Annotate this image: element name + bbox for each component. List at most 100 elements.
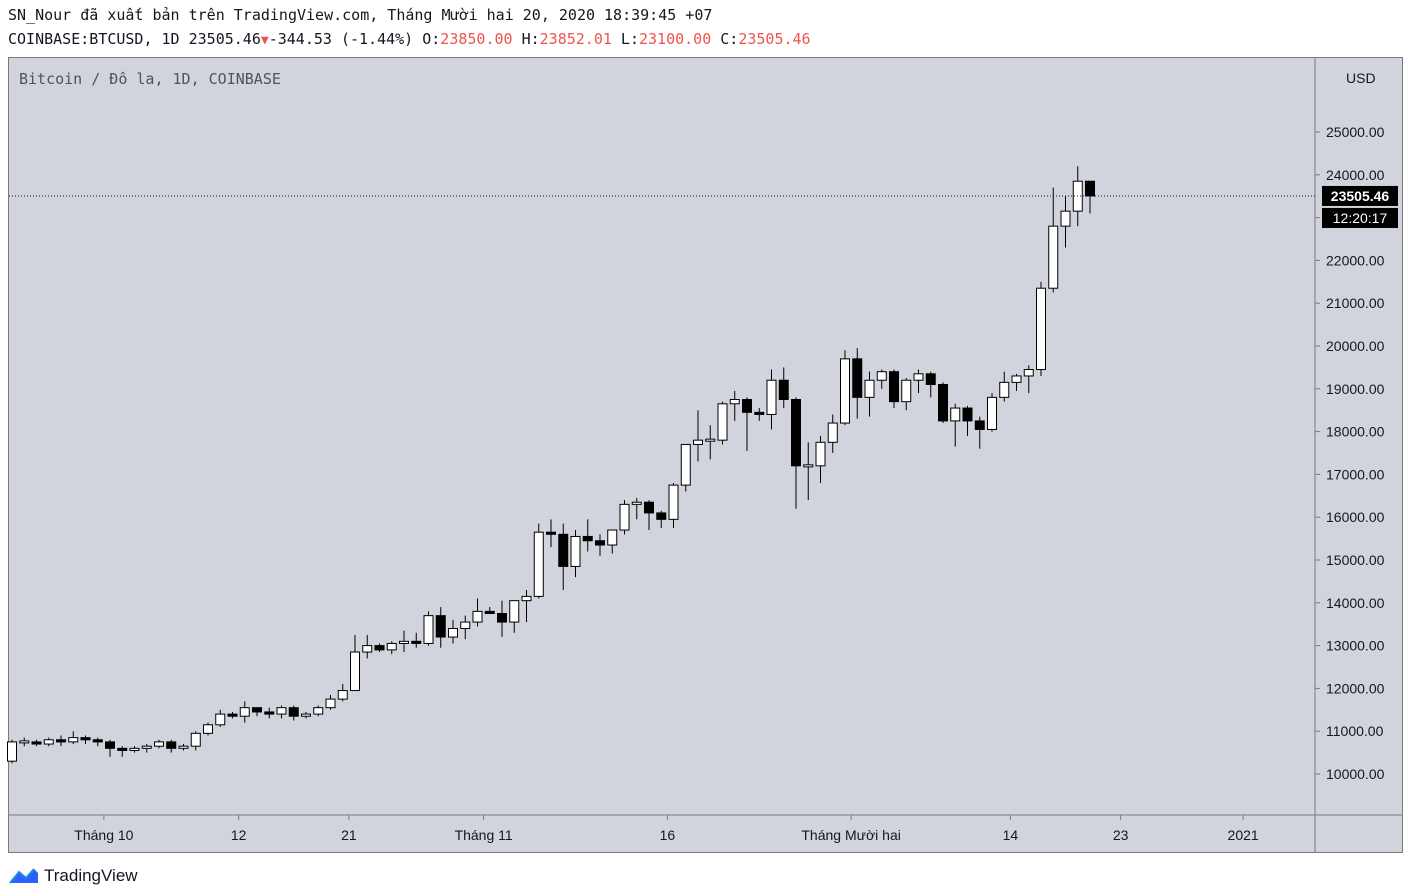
candle-body	[889, 371, 899, 403]
candle	[19, 737, 30, 747]
candle-body	[521, 595, 532, 602]
candle	[693, 410, 703, 462]
price-tick-label: 10000.00	[1326, 766, 1385, 782]
candle	[288, 705, 299, 721]
close-label: C:	[720, 30, 739, 48]
candle	[1023, 365, 1034, 394]
tradingview-logo[interactable]: TradingView	[8, 866, 138, 886]
time-tick-label: Tháng 10	[74, 827, 133, 843]
candle	[680, 443, 691, 492]
candle-body	[680, 443, 691, 486]
price-tick-label: 16000.00	[1326, 509, 1385, 525]
price-tag	[1322, 185, 1398, 206]
candle	[435, 607, 446, 648]
candle-body	[1060, 210, 1071, 227]
candle-body	[1011, 375, 1022, 383]
candle-body	[68, 737, 79, 743]
candle	[92, 737, 103, 747]
candle	[190, 731, 201, 751]
candle-body	[56, 739, 66, 743]
candle	[337, 684, 348, 702]
candle-body	[742, 399, 752, 413]
candle	[80, 735, 91, 745]
candle-body	[43, 739, 54, 745]
time-tick-label: 2021	[1228, 827, 1259, 843]
price-tick-label: 18000.00	[1326, 424, 1385, 440]
candle	[987, 393, 997, 432]
candle	[141, 744, 152, 753]
candle-body	[497, 613, 507, 623]
candle-body	[141, 745, 152, 749]
candle	[644, 500, 654, 531]
price-tag-text: 23505.46	[1331, 188, 1390, 204]
candle-body	[178, 745, 189, 749]
candle-body	[705, 438, 716, 442]
high-value: 23852.01	[539, 30, 612, 48]
candle-body	[901, 379, 912, 403]
candle	[68, 731, 79, 745]
time-tick-label: Tháng 11	[455, 827, 513, 843]
candle	[460, 615, 471, 640]
candle-body	[435, 615, 446, 638]
candle-body	[950, 407, 961, 422]
candle	[901, 378, 912, 411]
candle-body	[754, 411, 765, 415]
time-tick-label: 21	[341, 827, 357, 843]
candle	[717, 401, 728, 445]
candle	[864, 371, 875, 417]
candle	[815, 435, 826, 483]
chart-pane[interactable]	[8, 57, 1403, 853]
candle	[215, 709, 226, 727]
candle	[889, 369, 899, 409]
candle	[974, 416, 985, 449]
candle-body	[938, 384, 948, 422]
candle	[840, 350, 850, 426]
candle-body	[325, 698, 336, 709]
price-tick-label: 20000.00	[1326, 338, 1385, 354]
candle	[129, 746, 140, 753]
price-tick-label: 24000.00	[1326, 167, 1385, 183]
price-tick-label: 15000.00	[1326, 552, 1385, 568]
candle	[962, 405, 973, 436]
candle-body	[987, 396, 997, 430]
candle-body	[693, 439, 703, 445]
candle-body	[276, 707, 287, 715]
candle-body	[117, 747, 128, 751]
candle-body	[362, 645, 373, 653]
low-label: L:	[620, 30, 639, 48]
time-tick-label: Tháng Mười hai	[801, 827, 900, 843]
candle	[411, 632, 422, 648]
last-price-marker: 23505.46 12:20:17	[9, 185, 1398, 228]
candle-body	[31, 741, 42, 745]
candle-body	[337, 690, 348, 700]
price-tick-label: 11000.00	[1326, 723, 1384, 739]
candle-body	[92, 739, 103, 743]
candle	[56, 735, 66, 747]
candle-body	[913, 373, 924, 381]
price-tick-label: 19000.00	[1326, 381, 1385, 397]
candle-body	[80, 737, 91, 741]
candle	[423, 611, 434, 646]
candle	[729, 390, 740, 421]
time-tick-label: 23	[1113, 827, 1129, 843]
candle-body	[264, 711, 275, 715]
open-label: O:	[422, 30, 441, 48]
time-axis[interactable]: Tháng 10 12 21 Tháng 11 16 Tháng Mười hai 14 23…	[74, 815, 1259, 843]
candle-body	[154, 741, 164, 747]
candle-body	[974, 420, 985, 430]
candle	[178, 744, 189, 751]
candle	[350, 634, 360, 692]
tradingview-logo-icon	[9, 868, 38, 884]
price-tick-label: 17000.00	[1326, 466, 1385, 482]
chart-symbol-label: Bitcoin / Đô la, 1D, COINBASE	[19, 70, 281, 88]
brand-name: TradingView	[44, 866, 138, 885]
candle	[154, 739, 164, 749]
candle-body	[252, 707, 262, 713]
candle-body	[7, 741, 17, 762]
candle	[546, 519, 556, 548]
candle	[938, 382, 948, 424]
candle	[31, 739, 42, 747]
candles-layer	[7, 166, 1095, 764]
candle	[509, 600, 520, 633]
